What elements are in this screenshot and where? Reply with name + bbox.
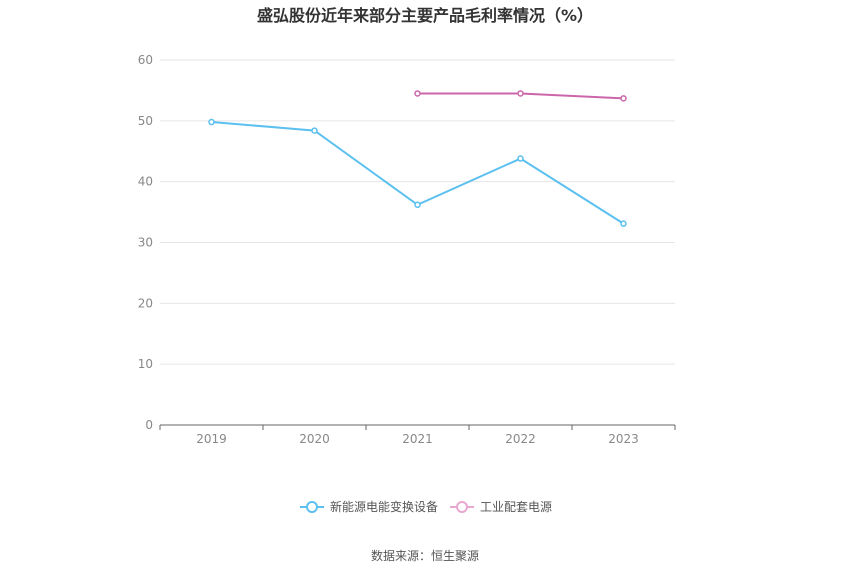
- y-tick-label: 50: [138, 114, 153, 128]
- legend-item[interactable]: 新能源电能变换设备: [300, 499, 438, 514]
- x-tick-label: 2023: [608, 432, 639, 446]
- legend-label: 工业配套电源: [480, 500, 552, 514]
- y-tick-label: 0: [145, 418, 153, 432]
- y-tick-label: 60: [138, 53, 153, 67]
- grid: [160, 59, 675, 365]
- y-tick-label: 20: [138, 296, 153, 310]
- y-axis: 0 10 20 30 40 50 60: [138, 53, 153, 432]
- series-layer: [208, 90, 627, 227]
- legend-item[interactable]: 工业配套电源: [450, 500, 552, 514]
- y-tick-label: 40: [138, 175, 153, 189]
- source-note: 数据来源：恒生聚源: [371, 548, 479, 563]
- x-tick-label: 2021: [402, 432, 433, 446]
- data-point: [208, 118, 215, 126]
- series-1: [208, 118, 627, 227]
- legend: 新能源电能变换设备 工业配套电源: [300, 499, 552, 514]
- x-tick-label: 2022: [505, 432, 536, 446]
- series-line: [211, 121, 625, 225]
- y-tick-label: 30: [138, 236, 153, 250]
- data-point: [517, 155, 524, 162]
- legend-label: 新能源电能变换设备: [330, 499, 438, 514]
- x-tick-label: 2020: [299, 432, 330, 446]
- data-point: [620, 95, 627, 102]
- x-tick-label: 2019: [196, 432, 227, 446]
- data-point: [414, 90, 421, 97]
- series-2: [414, 90, 627, 102]
- legend-swatch-marker: [456, 501, 468, 513]
- y-tick-label: 10: [138, 357, 153, 371]
- legend-swatch-marker: [306, 501, 318, 513]
- data-point: [517, 90, 524, 97]
- data-point: [620, 220, 627, 227]
- data-point: [414, 201, 421, 209]
- data-point: [311, 127, 318, 134]
- x-axis: 2019 2020 2021 2022 2023: [159, 424, 676, 446]
- chart-title: 盛弘股份近年来部分主要产品毛利率情况（%）: [257, 6, 593, 25]
